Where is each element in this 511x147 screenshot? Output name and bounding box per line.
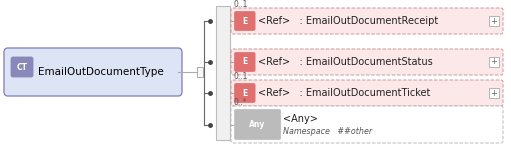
Text: Namespace   ##other: Namespace ##other: [283, 127, 373, 136]
FancyBboxPatch shape: [11, 57, 33, 77]
Text: <Ref>   : EmailOutDocumentStatus: <Ref> : EmailOutDocumentStatus: [258, 57, 432, 67]
FancyBboxPatch shape: [235, 52, 255, 71]
FancyBboxPatch shape: [235, 83, 255, 102]
FancyBboxPatch shape: [4, 48, 182, 96]
Text: <Any>: <Any>: [283, 114, 318, 124]
Text: +: +: [491, 88, 497, 97]
FancyBboxPatch shape: [231, 106, 503, 143]
FancyBboxPatch shape: [231, 8, 503, 34]
Text: E: E: [242, 57, 247, 66]
Text: E: E: [242, 88, 247, 97]
FancyBboxPatch shape: [231, 80, 503, 106]
Bar: [216, 6, 230, 140]
Text: <Ref>   : EmailOutDocumentTicket: <Ref> : EmailOutDocumentTicket: [258, 88, 430, 98]
Text: Any: Any: [249, 120, 266, 129]
Text: <Ref>   : EmailOutDocumentReceipt: <Ref> : EmailOutDocumentReceipt: [258, 16, 438, 26]
Bar: [489, 57, 499, 67]
FancyBboxPatch shape: [231, 49, 503, 75]
FancyBboxPatch shape: [235, 11, 255, 30]
Text: 0..1: 0..1: [233, 0, 247, 9]
Text: +: +: [491, 16, 497, 25]
Text: E: E: [242, 16, 247, 25]
Text: 0..*: 0..*: [233, 98, 246, 107]
FancyBboxPatch shape: [235, 110, 281, 140]
Text: +: +: [491, 57, 497, 66]
Bar: [489, 16, 499, 26]
Bar: [197, 67, 203, 77]
Text: CT: CT: [16, 62, 28, 71]
Text: 0..1: 0..1: [233, 72, 247, 81]
Text: EmailOutDocumentType: EmailOutDocumentType: [38, 67, 164, 77]
Bar: [489, 88, 499, 98]
